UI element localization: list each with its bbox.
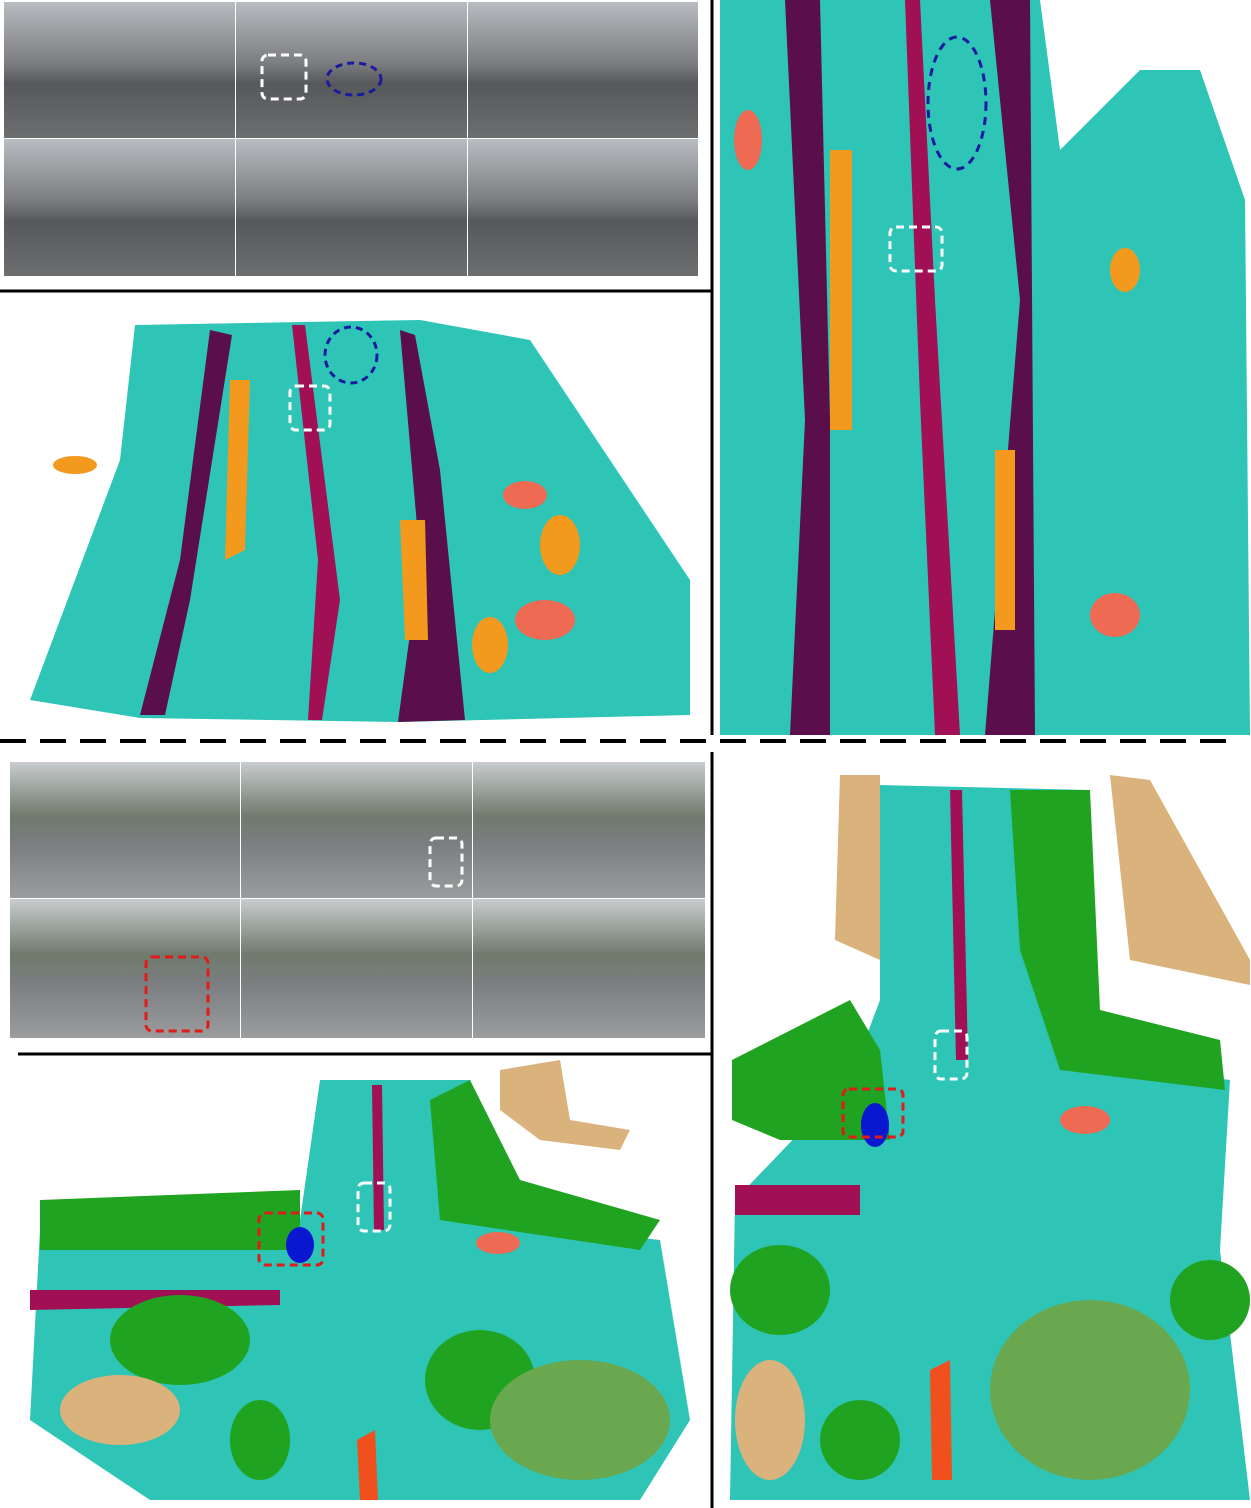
- vehicle: [503, 481, 547, 509]
- vegetation: [490, 1360, 670, 1480]
- barrier: [735, 1185, 860, 1215]
- building: [1110, 775, 1250, 985]
- vehicle: [515, 600, 575, 640]
- building: [500, 1060, 630, 1150]
- building: [835, 775, 880, 960]
- vegetation: [820, 1400, 900, 1480]
- building: [60, 1375, 180, 1445]
- vegetation: [110, 1295, 250, 1385]
- camera-image: [241, 762, 472, 898]
- figure: [0, 0, 1251, 1508]
- vegetation: [730, 1245, 830, 1335]
- camera-image: [236, 2, 467, 138]
- ground: [30, 320, 690, 722]
- camera-image: [10, 899, 240, 1038]
- vegetation: [990, 1300, 1190, 1480]
- occupancy-bev-top: [720, 0, 1250, 735]
- vehicle: [995, 450, 1015, 630]
- vehicle: [53, 456, 97, 474]
- median: [372, 1085, 384, 1230]
- vehicle: [734, 110, 762, 170]
- vehicle: [540, 515, 580, 575]
- camera-image: [473, 762, 705, 898]
- camera-image: [241, 899, 472, 1038]
- occupancy-3d-bottom: [30, 1060, 690, 1500]
- camera-image: [468, 139, 698, 276]
- pedestrian: [861, 1103, 889, 1147]
- construction: [357, 1430, 378, 1500]
- camera-image: [10, 762, 240, 898]
- camera-image: [473, 899, 705, 1038]
- building: [735, 1360, 805, 1480]
- vegetation: [1170, 1260, 1250, 1340]
- camera-image: [468, 2, 698, 138]
- vehicle: [1060, 1106, 1110, 1134]
- camera-image: [236, 139, 467, 276]
- camera-image: [4, 2, 235, 138]
- vehicle: [476, 1232, 520, 1254]
- camera-grid-bottom: [10, 762, 705, 1038]
- vegetation: [230, 1400, 290, 1480]
- vegetation: [40, 1190, 300, 1250]
- vehicle: [1090, 593, 1140, 637]
- vehicle: [472, 617, 508, 673]
- camera-image: [4, 139, 235, 276]
- occupancy-bev-bottom: [730, 775, 1250, 1500]
- occupancy-3d-top: [30, 320, 690, 722]
- camera-grid-top: [4, 2, 698, 276]
- vehicle: [1110, 248, 1140, 292]
- construction: [930, 1360, 952, 1480]
- vehicle: [830, 150, 852, 430]
- pedestrian: [286, 1227, 314, 1263]
